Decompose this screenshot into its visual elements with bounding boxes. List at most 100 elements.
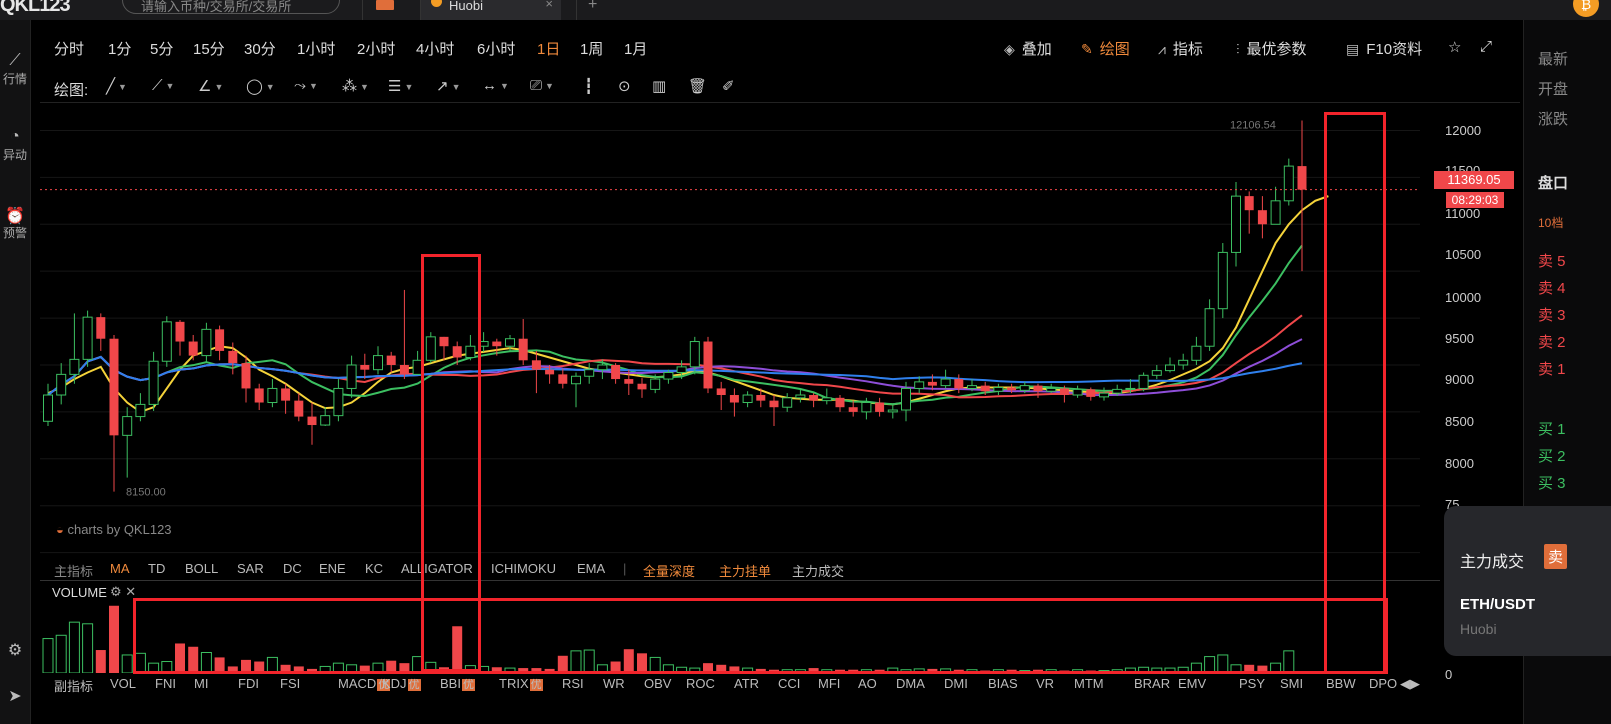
- candle[interactable]: [637, 383, 647, 390]
- sub-indicator-obv[interactable]: OBV: [644, 676, 671, 691]
- candle[interactable]: [320, 415, 331, 426]
- candle[interactable]: [848, 407, 858, 412]
- sub-indicator-dma[interactable]: DMA: [896, 676, 925, 691]
- candle[interactable]: [967, 385, 977, 389]
- sub-indicator-vr[interactable]: VR: [1036, 676, 1054, 691]
- volume-bar[interactable]: [504, 667, 516, 673]
- candle[interactable]: [281, 388, 291, 401]
- sell-row[interactable]: 卖 2: [1538, 334, 1566, 351]
- main-trade-popup[interactable]: 主力成交 卖 ETH/USDT Huobi: [1444, 506, 1611, 656]
- sub-indicator-cci[interactable]: CCI: [778, 676, 800, 691]
- sub-indicator-roc[interactable]: ROC: [686, 676, 715, 691]
- volume-bar[interactable]: [966, 669, 978, 673]
- volume-bar[interactable]: [623, 649, 634, 673]
- fullscreen-icon[interactable]: ⤢: [1480, 38, 1493, 55]
- candle[interactable]: [399, 364, 409, 375]
- volume-controls[interactable]: ⚙ ✕: [110, 584, 137, 599]
- volume-bar[interactable]: [478, 665, 490, 673]
- angle-tool-icon[interactable]: ∠ ▼: [198, 78, 224, 95]
- candle[interactable]: [782, 397, 793, 408]
- volume-bar[interactable]: [82, 623, 94, 673]
- candle[interactable]: [624, 379, 634, 384]
- volume-bar[interactable]: [346, 664, 358, 673]
- indicator-main-orders[interactable]: 主力挂单: [719, 564, 772, 579]
- volume-bar[interactable]: [808, 668, 819, 673]
- volume-bar[interactable]: [1230, 664, 1242, 673]
- sell-row[interactable]: 卖 3: [1538, 307, 1566, 324]
- candle[interactable]: [584, 369, 595, 377]
- volume-bar[interactable]: [399, 663, 410, 673]
- candle[interactable]: [1072, 388, 1083, 396]
- candle[interactable]: [729, 395, 739, 403]
- tab-grid[interactable]: [362, 0, 408, 20]
- candle[interactable]: [1270, 200, 1281, 225]
- eraser-icon[interactable]: ✐: [722, 78, 735, 95]
- candle[interactable]: [175, 321, 185, 342]
- candle[interactable]: [795, 394, 806, 399]
- volume-bar[interactable]: [583, 649, 595, 673]
- arrow-tool-icon[interactable]: ↗ ▼: [436, 78, 461, 95]
- candle[interactable]: [571, 375, 581, 385]
- candle[interactable]: [875, 402, 885, 412]
- volume-bar[interactable]: [95, 650, 106, 673]
- candle[interactable]: [940, 378, 951, 387]
- volume-bar[interactable]: [161, 661, 173, 673]
- volume-bar[interactable]: [1085, 670, 1096, 673]
- candle[interactable]: [82, 316, 93, 360]
- volume-bar[interactable]: [188, 646, 199, 673]
- indicator-main-trades[interactable]: 主力成交: [792, 564, 845, 579]
- volume-bar[interactable]: [1033, 669, 1043, 673]
- candle[interactable]: [1257, 210, 1267, 225]
- candle[interactable]: [215, 329, 225, 351]
- candle[interactable]: [703, 341, 713, 389]
- volume-bar[interactable]: [372, 662, 384, 673]
- volume-bar[interactable]: [148, 662, 160, 673]
- volume-bar[interactable]: [742, 667, 754, 673]
- sub-indicator-atr[interactable]: ATR: [734, 676, 759, 691]
- sub-indicator-wr[interactable]: WR: [603, 676, 625, 691]
- candle[interactable]: [333, 387, 344, 417]
- candle[interactable]: [1033, 385, 1043, 392]
- volume-bar[interactable]: [307, 668, 317, 673]
- candle[interactable]: [373, 355, 383, 371]
- volume-bar[interactable]: [781, 669, 793, 673]
- volume-bar[interactable]: [1019, 670, 1031, 673]
- bitcoin-icon[interactable]: ₿: [1573, 0, 1599, 17]
- volume-bar[interactable]: [716, 664, 727, 673]
- volume-bar[interactable]: [1072, 669, 1084, 673]
- volume-bar[interactable]: [332, 662, 344, 673]
- candle[interactable]: [835, 397, 845, 408]
- candle[interactable]: [135, 403, 146, 418]
- volume-bar[interactable]: [68, 621, 80, 673]
- candle[interactable]: [1046, 387, 1057, 392]
- indicator-ene[interactable]: ENE: [319, 561, 346, 576]
- candle[interactable]: [412, 359, 423, 375]
- timeframe-item-active[interactable]: 1日: [537, 41, 561, 58]
- candle[interactable]: [716, 388, 726, 396]
- candle[interactable]: [1151, 370, 1162, 376]
- candle[interactable]: [267, 387, 278, 404]
- range-tool-icon[interactable]: ↔ ▼: [482, 77, 509, 94]
- volume-bar[interactable]: [940, 668, 952, 673]
- volume-bar[interactable]: [464, 665, 476, 673]
- sub-indicator-trix[interactable]: TRIX 优: [499, 676, 543, 692]
- close-icon[interactable]: ×: [545, 0, 553, 11]
- volume-bar[interactable]: [121, 654, 133, 673]
- volume-bar[interactable]: [1283, 650, 1295, 673]
- volume-bar[interactable]: [425, 661, 437, 673]
- candle[interactable]: [980, 385, 990, 392]
- sub-indicator-emv[interactable]: EMV: [1178, 676, 1206, 691]
- star-icon[interactable]: ☆: [1448, 39, 1462, 56]
- buy-row[interactable]: 买 2: [1538, 448, 1566, 465]
- overlay-button[interactable]: ◈ 叠加: [1004, 38, 1052, 59]
- volume-bar[interactable]: [1177, 666, 1189, 673]
- volume-bar[interactable]: [359, 665, 370, 673]
- volume-bar[interactable]: [821, 669, 833, 673]
- candle[interactable]: [769, 400, 779, 408]
- sub-indicator-dpo[interactable]: DPO: [1369, 676, 1397, 691]
- candle[interactable]: [1007, 387, 1017, 391]
- trash-icon[interactable]: 🗑: [688, 78, 708, 95]
- orderbook-title[interactable]: 盘口: [1538, 175, 1569, 192]
- candle[interactable]: [492, 341, 502, 347]
- indicator-ma[interactable]: MA: [110, 561, 130, 576]
